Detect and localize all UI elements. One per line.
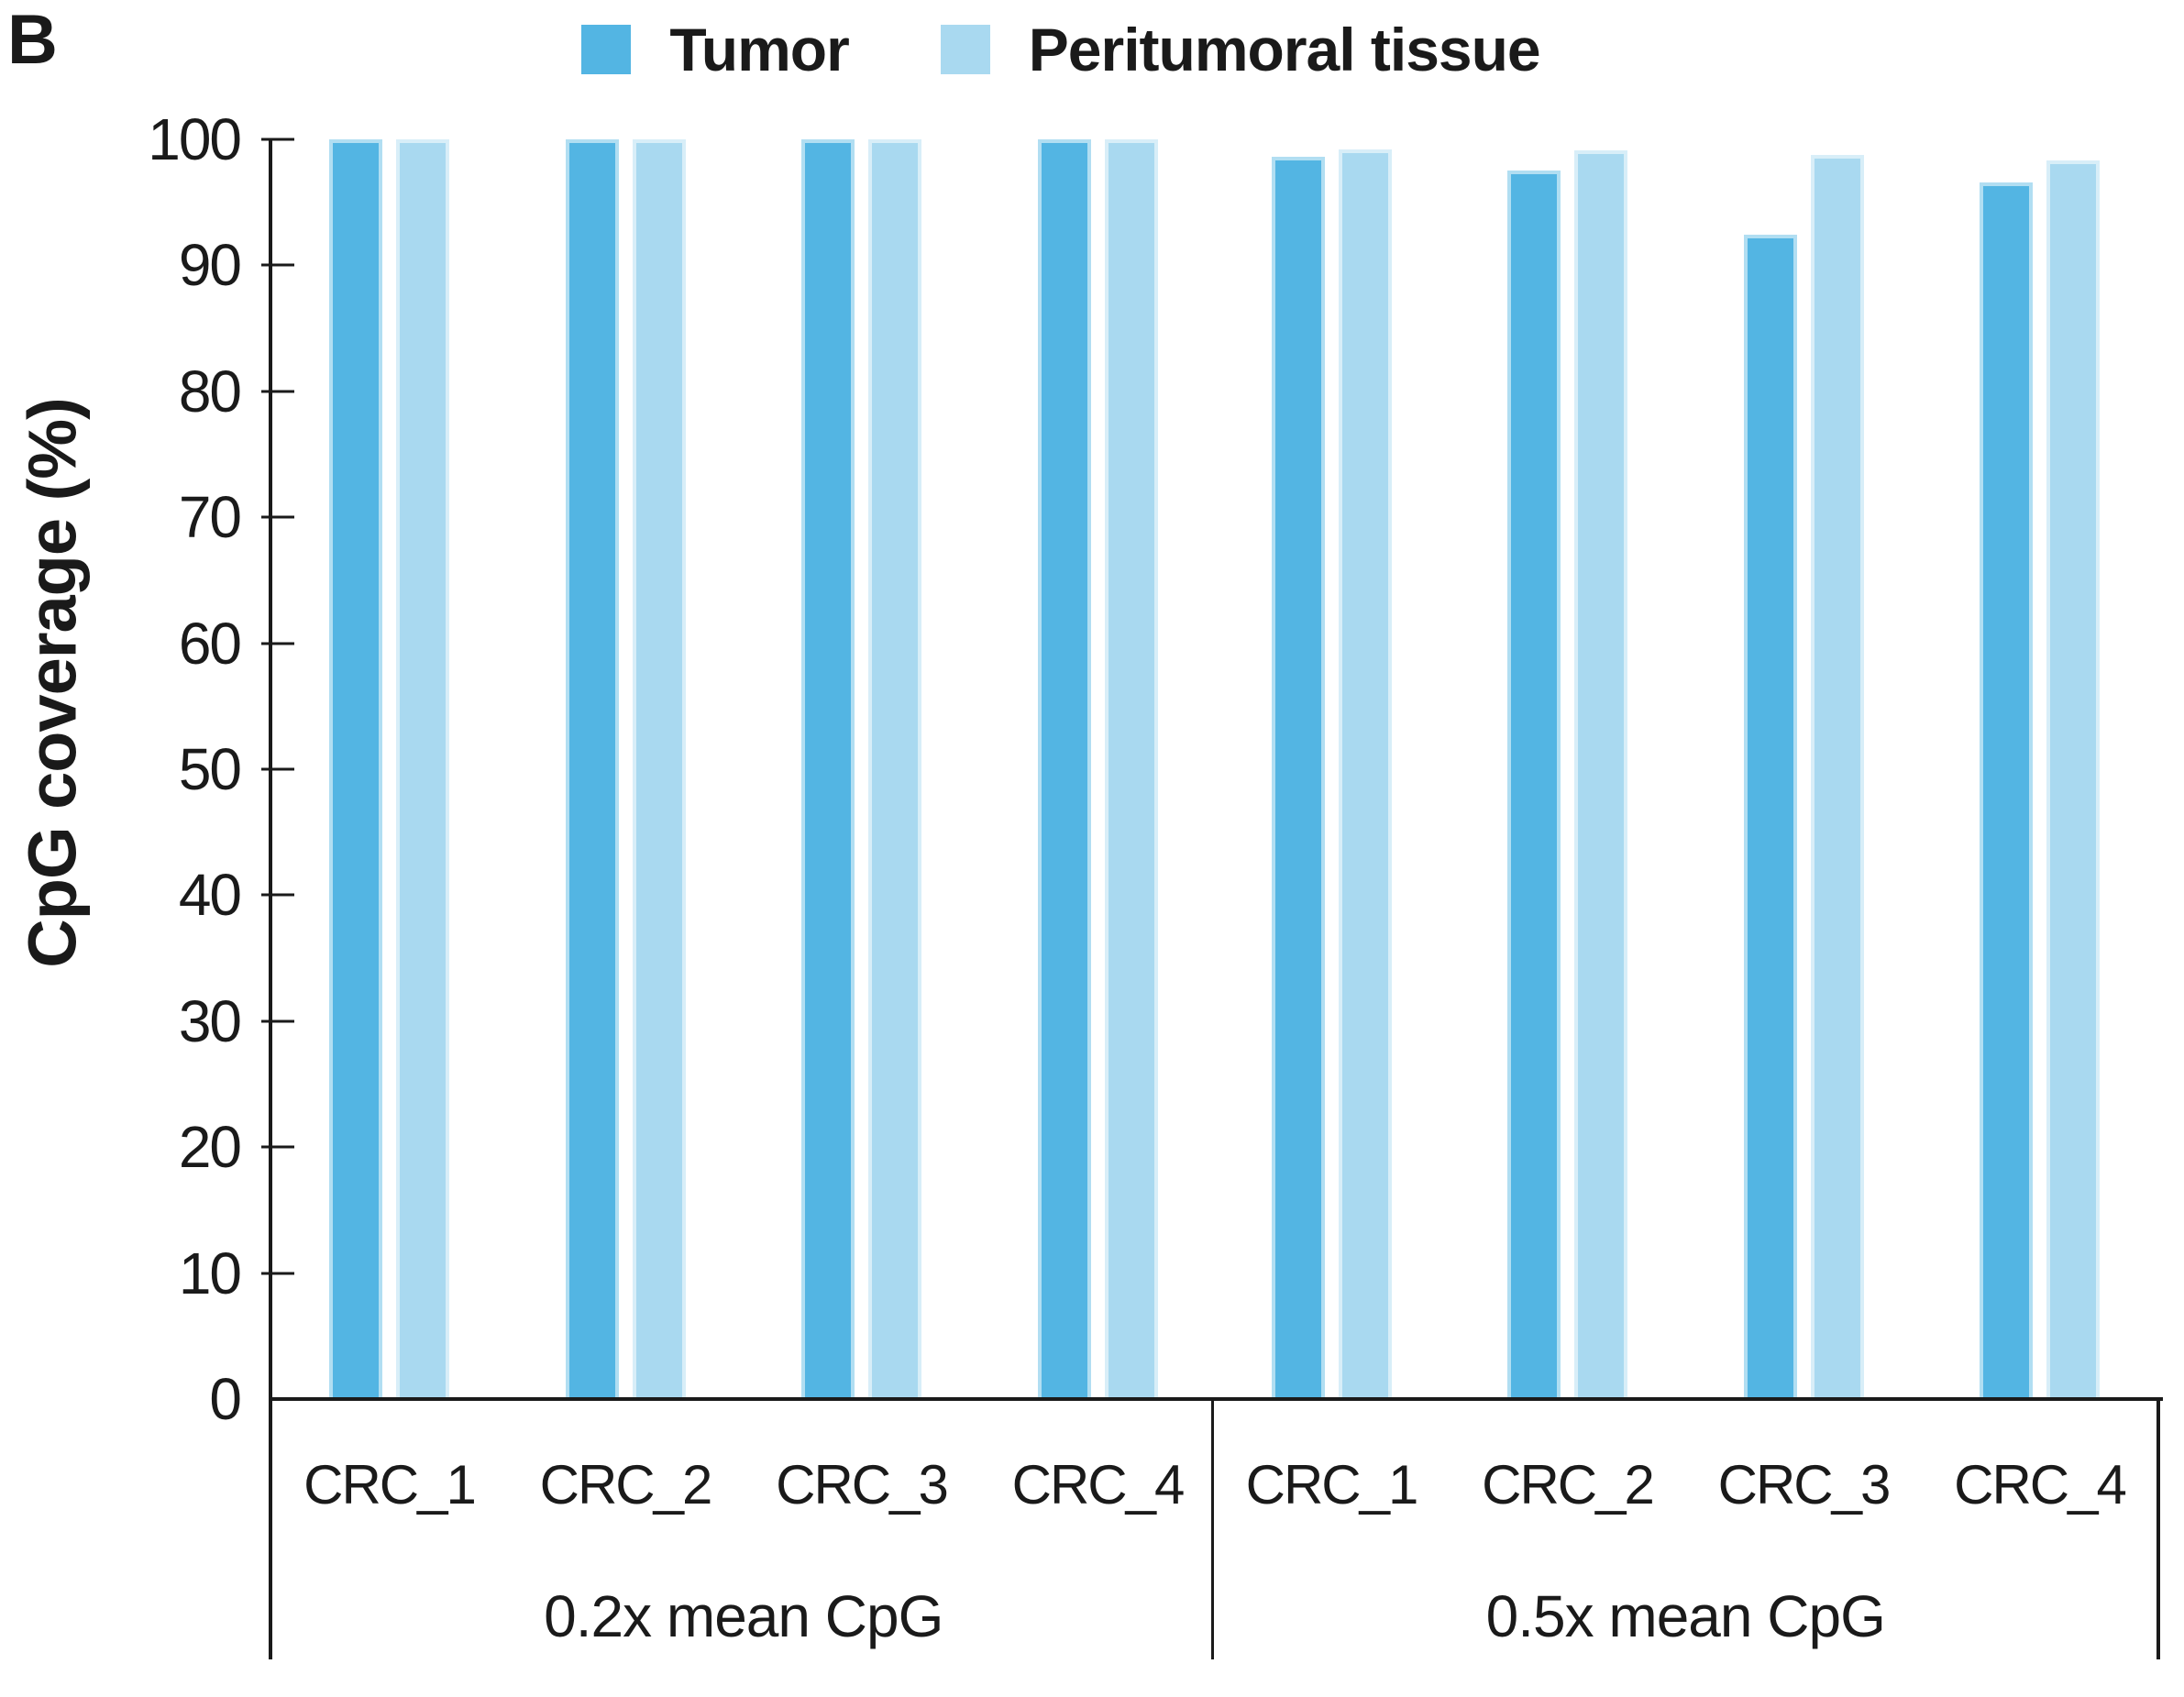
bar-peritumoral-crc_2: [632, 139, 686, 1399]
bar-tumor-crc_2: [565, 139, 619, 1399]
bar-tumor-crc_3: [1743, 235, 1797, 1399]
bar-peritumoral-crc_2: [1574, 150, 1627, 1399]
y-tick-label: 50: [178, 736, 242, 802]
category-divider-line: [1211, 1399, 1214, 1659]
bar-pair: [801, 139, 921, 1399]
y-tick-label: 100: [148, 106, 242, 172]
panel-label: B: [7, 1, 58, 79]
category-border-right: [2156, 1399, 2160, 1659]
y-tick-mark: [261, 138, 294, 141]
legend-swatch-icon: [581, 25, 632, 74]
y-tick-mark: [261, 263, 294, 267]
y-tick-mark: [261, 893, 294, 897]
group-label-row: 0.2x mean CpG 0.5x mean CpG: [272, 1582, 2156, 1650]
y-tick-label: 0: [209, 1366, 242, 1432]
x-axis-baseline: [269, 1397, 2163, 1401]
bar-tumor-crc_3: [801, 139, 855, 1399]
category-label: CRC_1: [1245, 1454, 1419, 1515]
y-tick-mark: [261, 390, 294, 393]
bar-tumor-crc_4: [1037, 139, 1091, 1399]
bar-pair: [1507, 139, 1627, 1399]
plot-area: [272, 139, 2156, 1399]
category-label: CRC_2: [1482, 1454, 1655, 1515]
legend-label: Peritumoral tissue: [1028, 16, 1541, 83]
category-label-row: CRC_1 CRC_2 CRC_3 CRC_4 CRC_1 CRC_2 CRC_3 CRC_4: [272, 1453, 2156, 1516]
y-tick-label: 20: [178, 1114, 242, 1181]
bar-peritumoral-crc_4: [2046, 160, 2100, 1399]
category-label: CRC_2: [539, 1454, 713, 1515]
bar-tumor-crc_2: [1507, 171, 1561, 1399]
bar-peritumoral-crc_4: [1104, 139, 1158, 1399]
legend-label: Tumor: [669, 16, 849, 83]
y-tick-mark: [261, 1145, 294, 1149]
category-half: CRC_1 CRC_2 CRC_3 CRC_4: [1215, 1453, 2157, 1516]
category-label: CRC_1: [303, 1454, 477, 1515]
legend: Tumor Peritumoral tissue: [0, 15, 2153, 84]
y-tick-mark: [261, 767, 294, 771]
bar-tumor-crc_1: [1271, 157, 1325, 1399]
bar-peritumoral-crc_3: [868, 139, 921, 1399]
bar-tumor-crc_4: [1980, 182, 2033, 1399]
y-tick-mark: [261, 1272, 294, 1275]
bar-peritumoral-crc_1: [396, 139, 449, 1399]
category-label: CRC_3: [1717, 1454, 1892, 1515]
y-tick-label: 80: [178, 358, 242, 424]
category-label: CRC_4: [1954, 1454, 2127, 1515]
y-tick-label: 70: [178, 484, 242, 551]
bar-pair: [1980, 139, 2100, 1399]
bar-peritumoral-crc_3: [1810, 154, 1864, 1399]
y-tick-mark: [261, 1019, 294, 1023]
y-tick-mark: [261, 642, 294, 645]
y-tick-label: 60: [178, 610, 242, 677]
y-tick-label: 30: [178, 987, 242, 1054]
category-label: CRC_3: [776, 1454, 949, 1515]
y-tick-label: 10: [178, 1240, 242, 1306]
bar-pair: [565, 139, 686, 1399]
legend-swatch-icon: [940, 25, 990, 74]
bar-tumor-crc_1: [329, 139, 382, 1399]
y-tick-label: 40: [178, 862, 242, 929]
legend-item-peritumoral: Peritumoral tissue: [940, 15, 1541, 84]
bar-pair: [329, 139, 449, 1399]
y-axis-line: [269, 139, 272, 1659]
group-label: 0.5x mean CpG: [1485, 1583, 1886, 1649]
bar-group: [272, 139, 1215, 1399]
bar-pair: [1743, 139, 1864, 1399]
y-tick-mark: [261, 515, 294, 519]
group-label: 0.2x mean CpG: [544, 1583, 943, 1649]
bar-pair: [1271, 139, 1392, 1399]
bar-group: [1215, 139, 2157, 1399]
y-tick-label: 90: [178, 232, 242, 299]
bar-peritumoral-crc_1: [1338, 149, 1392, 1399]
category-label: CRC_4: [1011, 1454, 1186, 1515]
category-half: CRC_1 CRC_2 CRC_3 CRC_4: [272, 1453, 1215, 1516]
legend-item-tumor: Tumor: [581, 15, 850, 84]
bar-pair: [1037, 139, 1158, 1399]
